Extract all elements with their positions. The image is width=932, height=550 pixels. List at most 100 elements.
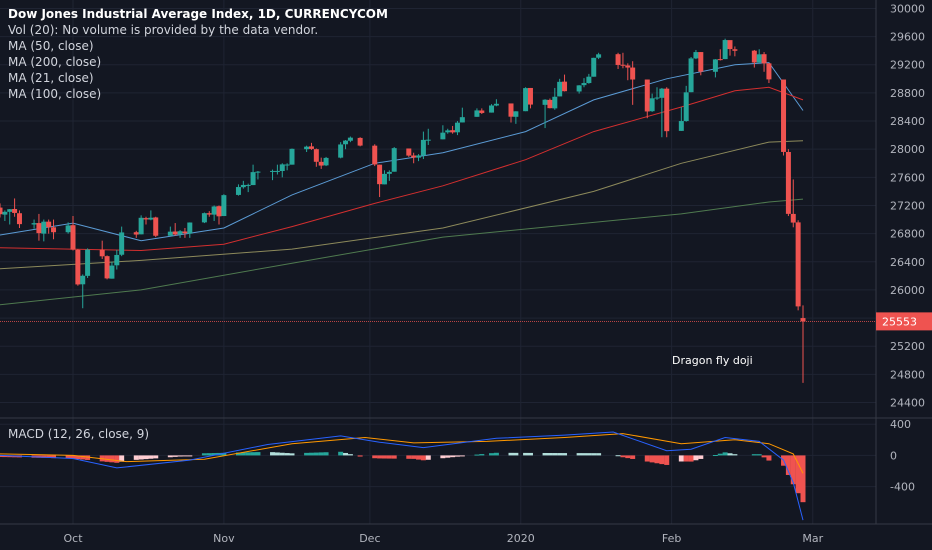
candle <box>206 211 212 217</box>
candle <box>678 106 684 131</box>
candle-body <box>474 110 480 117</box>
candle-body <box>16 213 22 225</box>
macd-histogram-bar <box>625 455 631 459</box>
macd-histogram-bar <box>338 451 344 456</box>
candle <box>562 74 568 92</box>
macd-histogram-bar <box>454 455 460 457</box>
candle-body <box>416 155 422 158</box>
candle-body <box>119 232 125 255</box>
candle-body <box>615 54 621 65</box>
macd-histogram-bar <box>654 455 660 464</box>
candle <box>688 57 694 93</box>
macd-histogram-bar <box>2 455 8 458</box>
candle-body <box>664 88 670 132</box>
candle <box>16 210 22 228</box>
candle <box>474 108 480 117</box>
candle <box>683 85 689 122</box>
candle <box>489 104 495 113</box>
x-tick-label: Oct <box>63 532 83 545</box>
candle-body <box>65 225 71 233</box>
macd-histogram-bar <box>795 455 801 494</box>
candle <box>591 57 597 77</box>
candle-body <box>167 231 173 236</box>
macd-histogram-bar <box>581 453 587 456</box>
candle <box>454 121 460 136</box>
candle-body <box>698 52 704 72</box>
dragonfly-doji-annotation: Dragon fly doji <box>672 354 753 367</box>
macd-histogram-bar <box>596 453 602 456</box>
candle <box>751 49 757 68</box>
candle-body <box>2 211 8 215</box>
candle-body <box>596 54 602 58</box>
macd-histogram-bar <box>459 455 465 457</box>
macd-y-tick-label: -400 <box>890 481 915 494</box>
macd-histogram-bar <box>143 455 149 460</box>
candle <box>781 79 787 156</box>
macd-histogram-bar <box>386 455 392 459</box>
candle-body <box>274 170 280 172</box>
candle-body <box>235 187 241 195</box>
candle <box>2 210 8 221</box>
candle-body <box>177 231 183 235</box>
y-tick-label: 25200 <box>890 340 925 353</box>
candle-body <box>425 139 431 141</box>
candle <box>508 103 514 123</box>
candle <box>114 249 120 270</box>
candle-body <box>36 223 42 234</box>
candle-body <box>255 171 261 173</box>
candle-body <box>284 164 290 166</box>
candle <box>153 216 159 238</box>
candle <box>313 148 319 167</box>
macd-histogram-bar <box>591 453 597 456</box>
y-tick-label: 28400 <box>890 115 925 128</box>
candle-body <box>649 98 655 112</box>
candle-body <box>781 79 787 152</box>
macd-histogram-bar <box>800 455 806 503</box>
macd-y-tick-label: 400 <box>890 418 911 431</box>
macd-histogram-bar <box>347 454 353 456</box>
candle <box>109 261 115 279</box>
macd-histogram-bar <box>523 452 529 456</box>
candle <box>245 183 251 193</box>
candle <box>493 99 499 107</box>
candle-body <box>562 81 568 92</box>
candle-body <box>678 121 684 131</box>
candle-body <box>216 206 222 217</box>
candle-body <box>138 217 144 235</box>
candle <box>596 52 602 60</box>
candle <box>289 148 295 165</box>
macd-histogram-bar <box>678 455 684 462</box>
candle <box>445 128 451 134</box>
macd-histogram-bar <box>80 455 86 460</box>
macd-histogram-bar <box>557 453 563 456</box>
ma-line <box>0 198 804 306</box>
candle-body <box>357 137 363 146</box>
candle <box>615 52 621 69</box>
macd-histogram-bar <box>304 452 310 456</box>
y-tick-label: 26000 <box>890 284 925 297</box>
candle-body <box>513 111 519 117</box>
candle-body <box>547 99 553 109</box>
candle-body <box>552 96 558 109</box>
candle <box>31 219 37 229</box>
candle <box>201 212 207 224</box>
candle-body <box>187 222 193 234</box>
macd-histogram-bar <box>104 455 110 462</box>
ma-line <box>0 140 804 270</box>
candle <box>235 184 241 196</box>
candle <box>406 148 412 157</box>
candle <box>36 213 42 241</box>
candle <box>717 49 723 61</box>
y-tick-label: 29600 <box>890 31 925 44</box>
candle <box>654 87 660 100</box>
last-price-tag <box>876 312 932 331</box>
candle <box>727 40 733 56</box>
macd-histogram-bar <box>279 452 285 456</box>
candle-body <box>659 88 665 98</box>
macd-histogram-bar <box>318 452 324 456</box>
candle <box>85 248 91 278</box>
macd-histogram-bar <box>235 452 241 456</box>
macd-histogram-bar <box>114 455 120 463</box>
candle <box>693 49 699 60</box>
